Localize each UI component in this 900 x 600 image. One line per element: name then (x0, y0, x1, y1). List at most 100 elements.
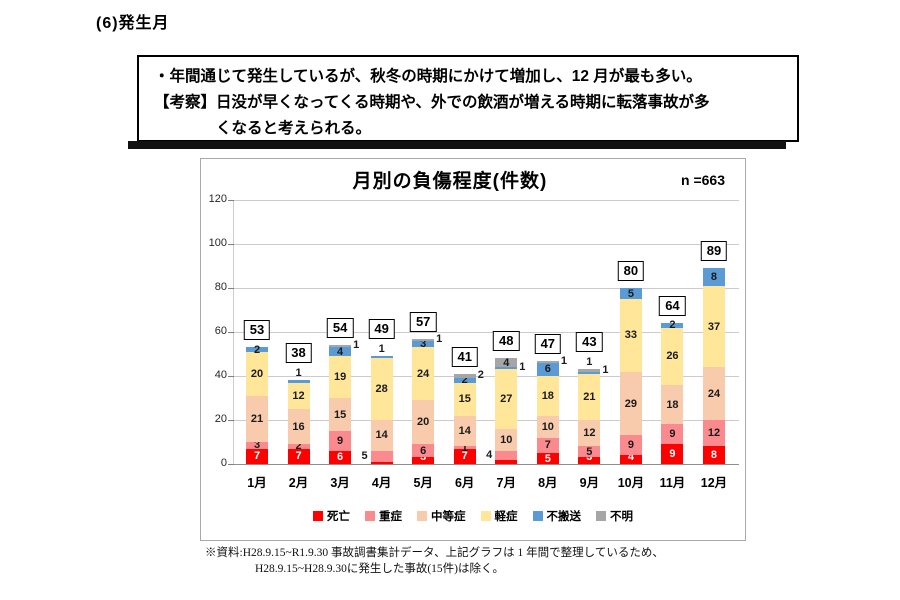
x-tick-label: 10月 (617, 476, 645, 490)
segment-value-label: 1 (295, 367, 302, 380)
bar-segment (453, 415, 476, 447)
bar-segment (702, 420, 725, 447)
legend-label: 重症 (379, 511, 402, 523)
legend-item: 不搬送 (532, 508, 581, 524)
segment-value-label: 12 (583, 427, 596, 440)
bar-segment (702, 446, 725, 464)
bar-segment (287, 409, 310, 445)
bar-segment (578, 373, 601, 420)
footnote-line-1: ※資料:H28.9.15~R1.9.30 事故調書集計データ、上記グラフは 1 … (205, 547, 664, 559)
bar-segment (453, 373, 476, 379)
bar-segment (495, 428, 518, 451)
segment-value-label: 19 (333, 371, 347, 384)
segment-value-label: 4 (337, 345, 344, 358)
legend-item: 重症 (365, 508, 402, 524)
bar-segment (412, 347, 435, 401)
bar-segment (495, 369, 518, 429)
segment-value-label: 4 (627, 451, 634, 463)
bar-segment (578, 446, 601, 458)
segment-value-label: 29 (624, 397, 638, 410)
segment-value-label: 5 (627, 287, 634, 300)
total-value-box: 43 (576, 332, 603, 353)
segment-value-label: 8 (710, 271, 718, 283)
bar-segment (661, 327, 684, 385)
bar-segment (246, 395, 268, 442)
bar-segment (619, 299, 642, 372)
segment-value-label: 20 (250, 367, 264, 380)
bar-segment (412, 444, 435, 458)
legend-item: 不明 (596, 508, 633, 524)
legend-swatch (532, 511, 543, 521)
x-tick-label: 4月 (371, 476, 392, 490)
total-value-box: 38 (285, 343, 312, 364)
bar-segment (246, 442, 268, 449)
total-value-box: 47 (534, 333, 562, 354)
total-value-box: 54 (326, 318, 354, 339)
segment-value-label: 2 (669, 319, 676, 332)
bar-segment (287, 380, 310, 383)
legend-label: 軽症 (494, 511, 518, 523)
segment-value-label: 15 (458, 393, 471, 406)
bar-segment (619, 371, 642, 436)
segment-value-label: 37 (707, 320, 721, 333)
x-tick-label: 9月 (579, 476, 600, 490)
legend-item: 中等症 (417, 508, 466, 524)
bar-segment (453, 448, 476, 464)
bar-segment (578, 420, 601, 447)
legend-swatch (417, 511, 427, 521)
bar-segment (578, 457, 601, 464)
legend-item: 軽症 (480, 508, 518, 524)
x-tick-label: 5月 (413, 476, 433, 490)
bar-segment (578, 369, 601, 372)
segment-value-label: 16 (292, 420, 305, 433)
segment-value-label: 1 (519, 361, 526, 374)
segment-value-label: 6 (420, 444, 427, 457)
segment-value-label: 7 (253, 450, 261, 463)
bar-segment (453, 446, 476, 449)
gridline (233, 376, 739, 377)
total-value-box: 41 (451, 346, 478, 367)
bar-segment (536, 376, 559, 416)
segment-value-label: 1 (560, 354, 567, 367)
bar-segment (536, 360, 559, 363)
bar-segment (495, 358, 518, 368)
bar-segment (370, 358, 393, 420)
legend-swatch (480, 511, 491, 521)
y-axis-tick (228, 464, 234, 465)
segment-value-label: 24 (707, 387, 721, 400)
segment-value-label: 1 (602, 363, 609, 376)
segment-value-label: 6 (544, 363, 551, 376)
bar-segment (412, 457, 435, 464)
segment-value-label: 4 (503, 356, 510, 369)
y-axis-tick (228, 244, 234, 245)
segment-value-label: 7 (544, 439, 551, 452)
bar-segment (661, 323, 684, 328)
segment-value-label: 33 (624, 329, 638, 342)
bar-segment (287, 382, 310, 409)
bar-segment (329, 450, 352, 464)
segment-value-label: 14 (458, 425, 471, 437)
segment-value-label: 4 (486, 449, 493, 462)
bar-segment (536, 453, 559, 464)
legend-item: 死亡 (313, 508, 350, 524)
legend-label: 不明 (610, 511, 633, 523)
segment-value-label: 1 (586, 356, 593, 369)
bar-segment (412, 400, 435, 445)
x-tick-label: 3月 (330, 476, 350, 490)
bar-segment (619, 435, 642, 456)
callout-line-3: くなると考えられる。 (216, 120, 372, 137)
legend-label: 中等症 (431, 511, 466, 523)
gridline (233, 244, 739, 245)
y-tick-label: 0 (220, 457, 227, 469)
summary-callout-box: ・年間通じて発生しているが、秋冬の時期にかけて増加し、12 月が最も多い。 【考… (128, 55, 799, 149)
total-value-box: 57 (409, 311, 437, 332)
legend-label: 死亡 (327, 511, 350, 523)
bar-segment (287, 448, 310, 464)
gridline (233, 288, 739, 289)
bar-segment (412, 338, 435, 341)
bar-segment (246, 351, 268, 396)
segment-value-label: 9 (669, 448, 676, 461)
total-value-box: 49 (368, 319, 395, 340)
bar-segment (702, 367, 725, 420)
y-tick-label: 120 (208, 193, 227, 205)
